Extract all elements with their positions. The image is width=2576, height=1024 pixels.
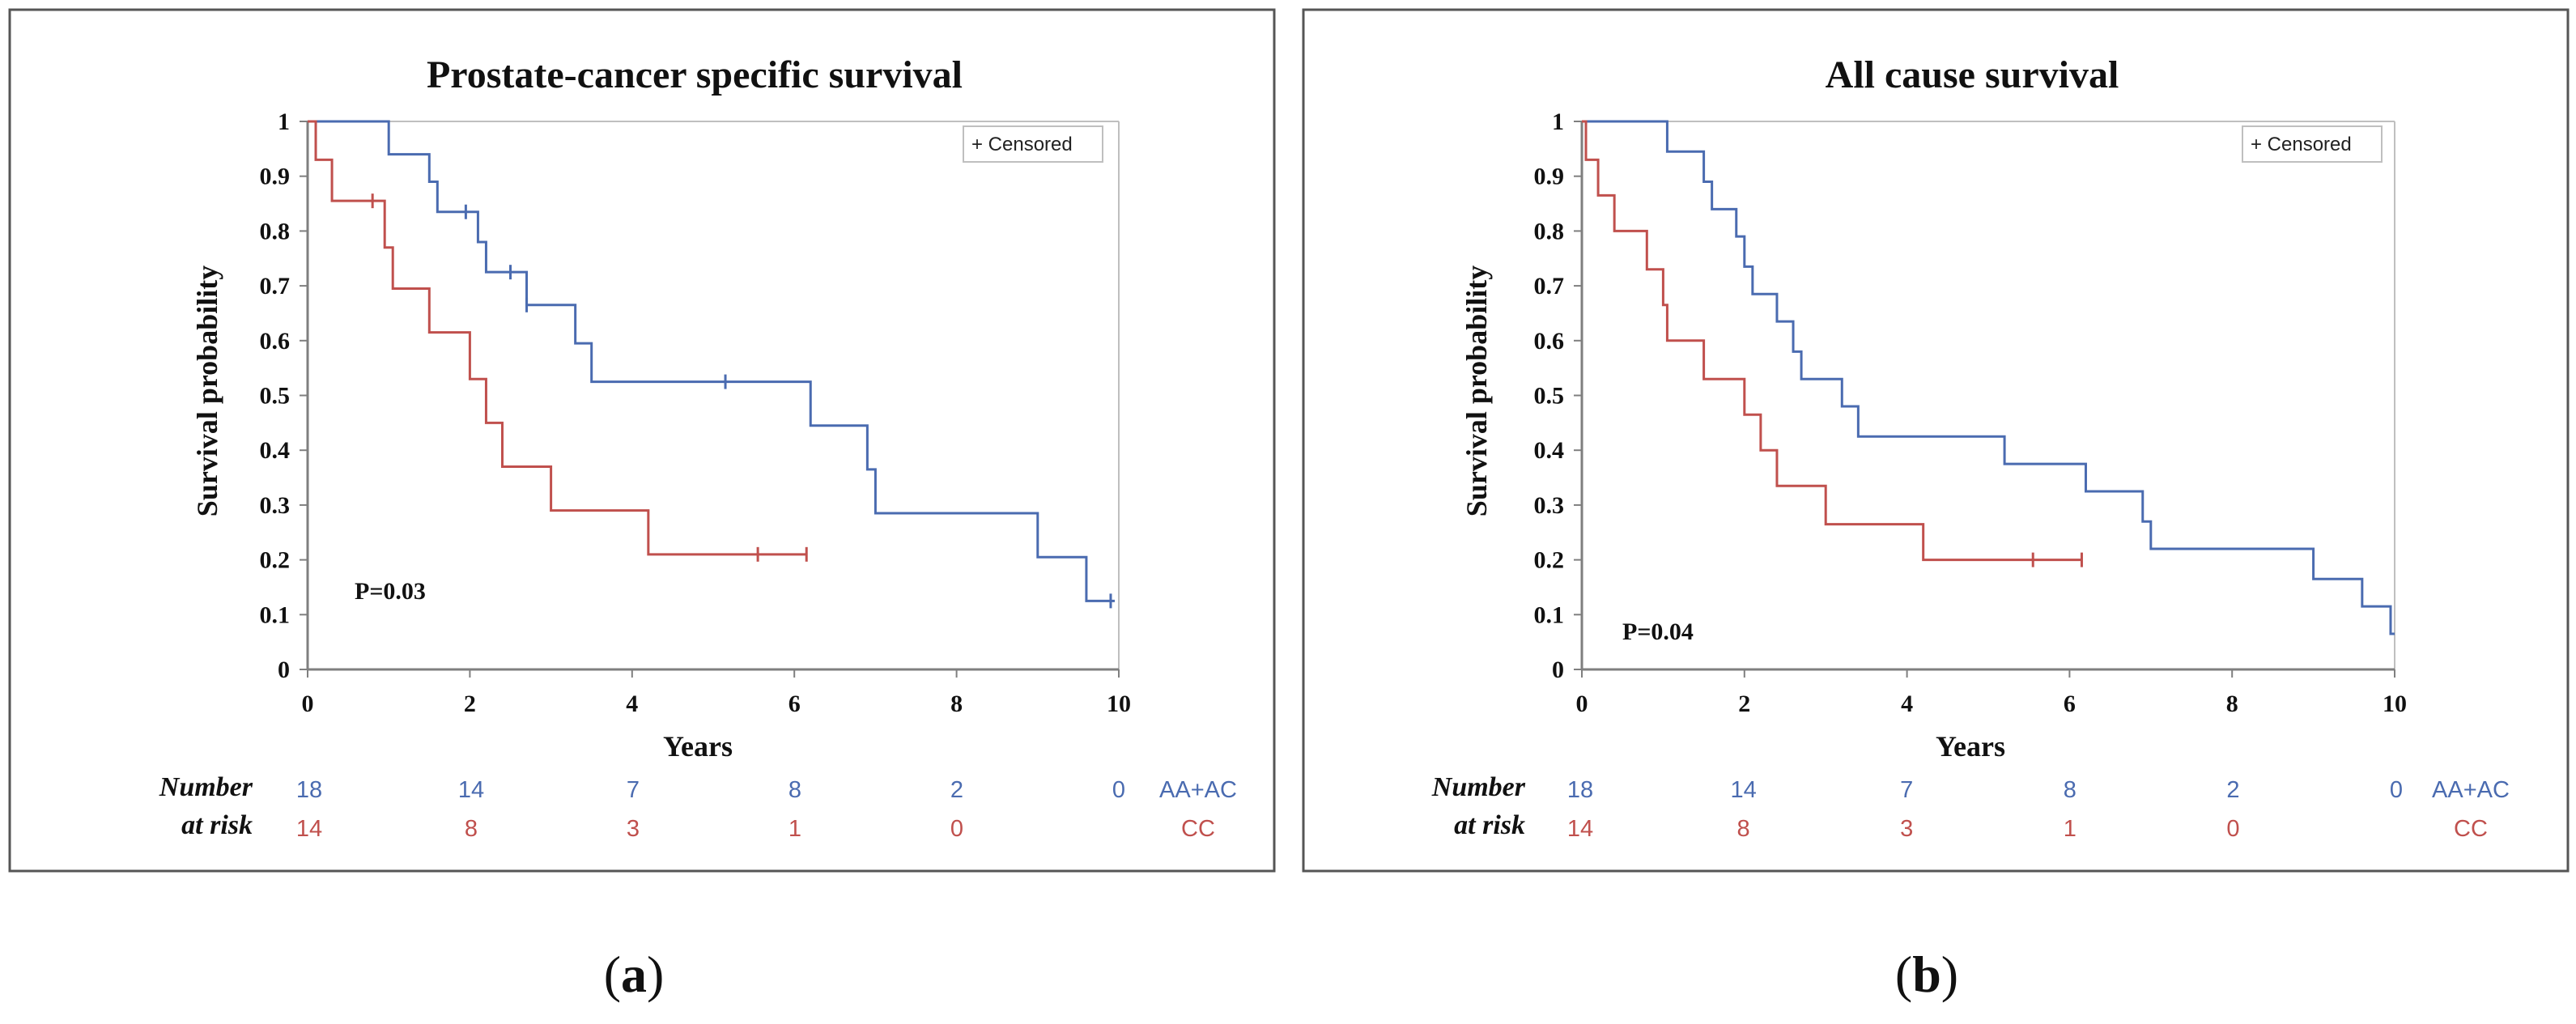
risk-value-aa-ac: 18	[296, 777, 322, 803]
x-tick-label: 4	[626, 690, 638, 717]
risk-value-cc: 14	[296, 816, 322, 842]
y-tick-label: 0.9	[260, 164, 291, 190]
y-tick-label: 0.8	[260, 218, 291, 244]
risk-value-aa-ac: 2	[950, 777, 963, 803]
risk-value-cc: 8	[1737, 816, 1750, 842]
y-tick-label: 0.3	[260, 492, 291, 519]
x-axis-title-a: Years	[663, 730, 733, 763]
risk-value-cc: 3	[1900, 816, 1913, 842]
caption-letter-b: b	[1912, 945, 1941, 1003]
y-tick-label: 0.2	[260, 547, 291, 574]
risk-value-cc: 1	[789, 816, 801, 842]
x-tick-label: 6	[2064, 690, 2076, 717]
survival-curve-cc-b	[1582, 120, 2082, 562]
y-tick-label: 0.6	[260, 328, 291, 355]
risk-table-a: 18 14 7 8 2 0 AA+AC 14 8 3 1 0 CC	[296, 777, 1237, 842]
x-tick-label: 10	[1107, 690, 1131, 717]
survival-curve-cc-a	[308, 120, 807, 556]
x-tick-label: 10	[2383, 690, 2407, 717]
risk-value-aa-ac: 8	[789, 777, 801, 803]
risk-label-number-a: Number	[159, 772, 253, 802]
x-tick-label: 2	[1738, 690, 1750, 717]
legend-box-a	[963, 125, 1103, 163]
y-tick-label: 0.4	[260, 437, 291, 464]
y-tick-label: 0.5	[1534, 383, 1565, 410]
x-tick-label: 0	[1576, 690, 1588, 717]
plot-area-b: 00.10.20.30.40.50.60.70.80.910 2 4 6 8 10	[1534, 108, 2408, 717]
risk-group-label-cc: CC	[2454, 816, 2488, 842]
risk-value-cc: 8	[465, 816, 478, 842]
survival-curve-aa-ac-b	[1582, 120, 2395, 635]
x-tick-label: 6	[789, 690, 801, 717]
y-tick-label: 0	[1552, 656, 1564, 683]
risk-value-aa-ac: 0	[1112, 777, 1125, 803]
y-tick-label: 0.8	[1534, 218, 1565, 244]
x-tick-label: 8	[2226, 690, 2238, 717]
y-tick-label: 0.6	[1534, 328, 1565, 355]
p-value-a: P=0.03	[355, 578, 426, 605]
panel-a: Prostate-cancer specific survival 0 0.1 0.…	[8, 8, 1276, 1003]
y-tick-label: 0.5	[260, 383, 291, 410]
x-tick-label: 2	[464, 690, 476, 717]
y-tick-label: 0.3	[1534, 492, 1565, 519]
legend-b: + Censored	[2242, 125, 2383, 163]
legend-censored-b: + Censored	[2251, 134, 2352, 155]
risk-value-aa-ac: 7	[1900, 777, 1913, 803]
caption-open-paren-a: (	[604, 945, 621, 1003]
risk-group-label-aa-ac: AA+AC	[2432, 777, 2510, 803]
risk-value-cc: 14	[1567, 816, 1593, 842]
y-axis-title-a: Survival probability	[191, 266, 223, 516]
y-tick-label: 0.7	[1534, 273, 1565, 300]
y-tick-label: 0	[278, 656, 290, 683]
y-tick-label: 0.4	[1534, 437, 1565, 464]
risk-value-aa-ac: 7	[627, 777, 640, 803]
x-tick-label: 8	[950, 690, 963, 717]
risk-label-at-risk-a: at risk	[181, 810, 253, 840]
risk-value-cc: 3	[627, 816, 640, 842]
legend-censored-a: + Censored	[971, 134, 1073, 155]
caption-close-paren-a: )	[647, 945, 664, 1003]
risk-group-label-aa-ac: AA+AC	[1159, 777, 1237, 803]
x-axis-title-b: Years	[1936, 730, 2005, 763]
plot-area-a: 00.10.20.30.40.50.60.70.80.910 2 4 6 8 10	[260, 108, 1132, 717]
y-tick-label: 0.7	[260, 273, 291, 300]
risk-value-aa-ac: 0	[2390, 777, 2403, 803]
risk-value-aa-ac: 8	[2064, 777, 2077, 803]
caption-close-paren-b: )	[1941, 945, 1958, 1003]
risk-value-aa-ac: 14	[458, 777, 484, 803]
risk-group-label-cc: CC	[1181, 816, 1215, 842]
y-tick-label: 1	[1552, 108, 1564, 135]
y-tick-label: 1	[278, 108, 290, 135]
y-tick-label: 0.1	[1534, 601, 1565, 628]
risk-value-aa-ac: 14	[1730, 777, 1756, 803]
chart-title-b: All cause survival	[1826, 53, 2119, 96]
panel-caption-b: (b)	[1895, 945, 1958, 1003]
risk-label-at-risk-b: at risk	[1454, 810, 1525, 840]
risk-label-number-b: Number	[1431, 772, 1526, 802]
p-value-b: P=0.04	[1622, 618, 1694, 645]
panel-caption-a: (a)	[604, 945, 665, 1003]
legend-a: + Censored	[963, 125, 1103, 163]
chart-title-a: Prostate-cancer specific survival	[427, 53, 963, 96]
x-tick-label: 4	[1901, 690, 1913, 717]
caption-letter-a: a	[621, 945, 647, 1003]
risk-value-aa-ac: 18	[1567, 777, 1593, 803]
risk-value-cc: 0	[950, 816, 963, 842]
survival-curve-aa-ac-a	[308, 120, 1115, 602]
legend-box-b	[2242, 125, 2383, 163]
y-axis-title-b: Survival probability	[1460, 266, 1493, 516]
risk-value-cc: 0	[2226, 816, 2239, 842]
caption-open-paren-b: (	[1895, 945, 1912, 1003]
risk-table-b: 18 14 7 8 2 0 AA+AC 14 8 3 1 0 CC	[1567, 777, 2510, 842]
y-tick-label: 0.9	[1534, 164, 1565, 190]
y-tick-label: 0.1	[260, 601, 291, 628]
x-tick-label: 0	[302, 690, 314, 717]
risk-value-aa-ac: 2	[2226, 777, 2239, 803]
panel-b: All cause survival 0 0.1 0.2 0.3 0.4 0.5 0.6 0.…	[1302, 8, 2570, 1003]
risk-value-cc: 1	[2064, 816, 2077, 842]
y-tick-label: 0.2	[1534, 547, 1565, 574]
